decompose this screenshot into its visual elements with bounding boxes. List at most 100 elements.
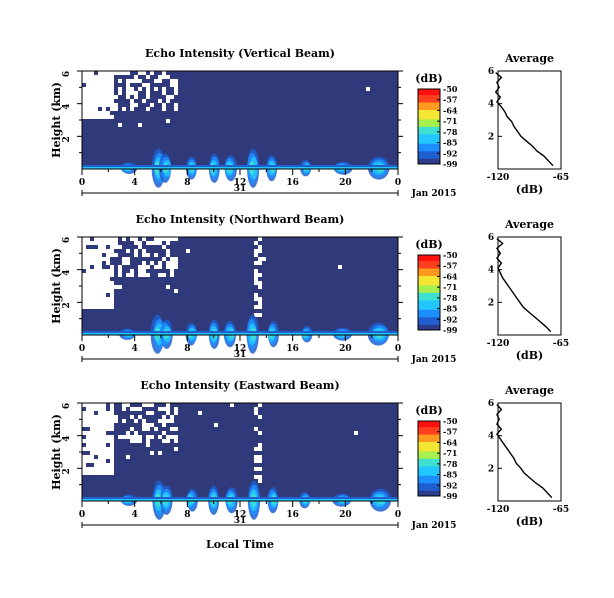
colorbar-segment <box>418 288 440 292</box>
missing-data-cell <box>134 439 138 443</box>
average-profile-line <box>494 72 554 167</box>
colorbar-segment <box>418 316 440 320</box>
missing-data-cell <box>86 443 90 447</box>
missing-data-cell <box>82 253 86 257</box>
missing-data-cell <box>122 261 126 265</box>
missing-data-cell <box>130 427 134 431</box>
missing-data-cell <box>90 447 94 451</box>
colorbar-segment <box>418 494 440 497</box>
missing-data-cell <box>110 87 114 91</box>
missing-data-cell <box>90 293 94 297</box>
missing-data-cell <box>146 435 150 439</box>
colorbar-segment <box>418 96 440 99</box>
missing-data-cell <box>254 281 258 285</box>
y-tick-label: 6 <box>62 403 72 409</box>
colorbar-segment <box>418 445 440 448</box>
colorbar-segment <box>418 273 440 277</box>
missing-data-cell <box>174 103 178 107</box>
colorbar-segment <box>418 100 440 103</box>
missing-data-cell <box>258 415 262 419</box>
missing-data-cell <box>90 305 94 309</box>
average-y-tick-label: 4 <box>488 100 494 110</box>
missing-data-cell <box>94 103 98 107</box>
missing-data-cell <box>110 451 114 455</box>
day-label: 31 <box>234 184 247 194</box>
missing-data-cell <box>94 111 98 115</box>
missing-data-cell <box>86 305 90 309</box>
x-tick-label: 16 <box>286 510 299 520</box>
missing-data-cell <box>166 119 170 123</box>
missing-data-cell <box>94 281 98 285</box>
colorbar-segment <box>418 469 440 473</box>
missing-data-cell <box>110 447 114 451</box>
missing-data-cell <box>94 297 98 301</box>
missing-data-cell <box>94 83 98 87</box>
missing-data-cell <box>102 99 106 103</box>
average-x-tick-label: -65 <box>553 339 569 349</box>
y-tick-label: 2 <box>62 468 72 474</box>
missing-data-cell <box>90 269 94 273</box>
missing-data-cell <box>106 301 110 305</box>
missing-data-cell <box>94 265 98 269</box>
missing-data-cell <box>138 241 142 245</box>
missing-data-cell <box>174 91 178 95</box>
missing-data-cell <box>146 107 150 111</box>
missing-data-cell <box>98 427 102 431</box>
missing-data-cell <box>110 103 114 107</box>
missing-data-cell <box>150 423 154 427</box>
missing-data-cell <box>138 415 142 419</box>
colorbar-segment <box>418 89 440 92</box>
colorbar-segment <box>418 477 440 480</box>
missing-data-cell <box>134 75 138 79</box>
missing-data-cell <box>94 419 98 423</box>
missing-data-cell <box>114 245 118 249</box>
missing-data-cell <box>166 407 170 411</box>
colorbar-segment <box>418 456 440 459</box>
missing-data-cell <box>258 305 262 309</box>
missing-data-cell <box>158 99 162 103</box>
missing-data-cell <box>110 443 114 447</box>
colorbar-segment <box>418 449 440 452</box>
missing-data-cell <box>102 463 106 467</box>
colorbar-segment <box>418 94 440 97</box>
missing-data-cell <box>102 71 106 75</box>
missing-data-cell <box>94 467 98 471</box>
missing-data-cell <box>254 467 258 471</box>
colorbar-segment <box>418 460 440 463</box>
missing-data-cell <box>174 427 178 431</box>
missing-data-cell <box>102 471 106 475</box>
missing-data-cell <box>154 253 158 257</box>
missing-data-cell <box>150 241 154 245</box>
missing-data-cell <box>98 293 102 297</box>
colorbar-segment <box>418 462 440 465</box>
missing-data-cell <box>90 95 94 99</box>
missing-data-cell <box>170 419 174 423</box>
colorbar-tick-label: -50 <box>443 250 458 260</box>
missing-data-cell <box>98 261 102 265</box>
missing-data-cell <box>102 305 106 309</box>
missing-data-cell <box>142 71 146 75</box>
missing-data-cell <box>170 95 174 99</box>
missing-data-cell <box>134 435 138 439</box>
missing-data-cell <box>118 435 122 439</box>
colorbar-segment <box>418 154 440 157</box>
missing-data-cell <box>142 237 146 241</box>
missing-data-cell <box>86 99 90 103</box>
x-tick-label: 16 <box>286 344 299 354</box>
colorbar-segment <box>418 104 440 107</box>
missing-data-cell <box>98 75 102 79</box>
missing-data-cell <box>158 273 162 277</box>
missing-data-cell <box>126 273 130 277</box>
average-y-tick-label: 2 <box>488 298 494 308</box>
missing-data-cell <box>102 297 106 301</box>
missing-data-cell <box>102 439 106 443</box>
missing-data-cell <box>98 99 102 103</box>
colorbar-segment <box>418 466 440 469</box>
colorbar-segment <box>418 281 440 284</box>
missing-data-cell <box>166 419 170 423</box>
missing-data-cell <box>158 261 162 265</box>
ground-echo-core <box>82 167 398 169</box>
missing-data-cell <box>82 277 86 281</box>
colorbar-tick-label: -71 <box>443 116 457 126</box>
missing-data-cell <box>94 87 98 91</box>
